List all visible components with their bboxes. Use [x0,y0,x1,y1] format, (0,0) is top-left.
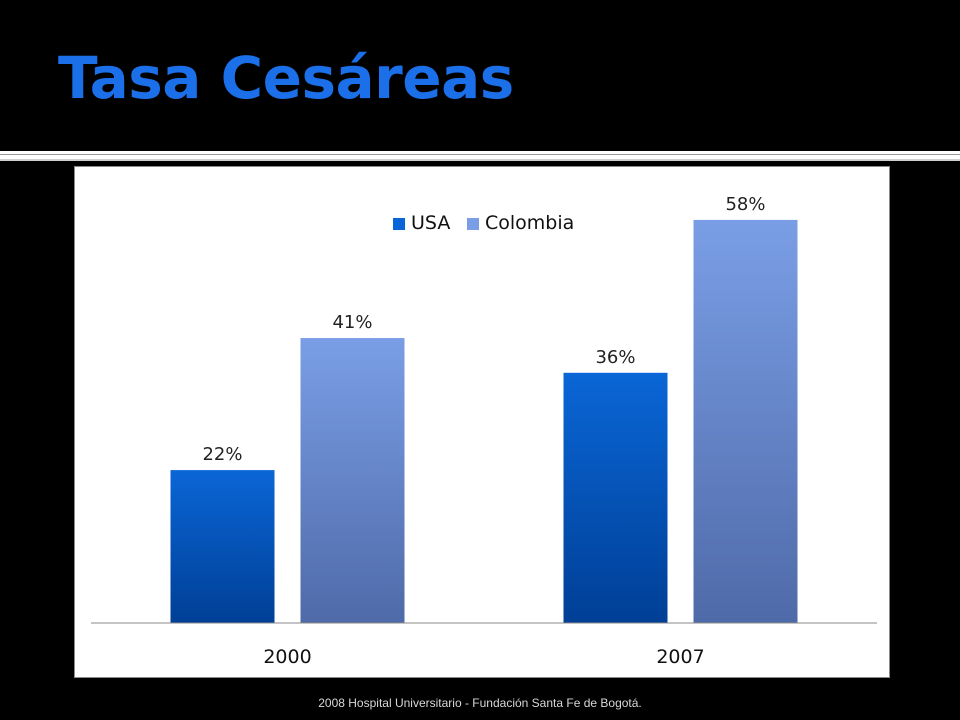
chart-legend: USA Colombia [393,212,574,234]
x-axis-tick-labels: 2000 2007 [263,646,704,668]
slide-footer: 2008 Hospital Universitario - Fundación … [318,696,642,710]
legend-swatch-colombia [467,218,479,230]
data-label-colombia-2000: 41% [332,312,372,333]
slide-title: Tasa Cesáreas [58,44,514,112]
bar-chart: USA Colombia 22% 41% 36% 58% 2000 2007 [91,194,877,668]
bar-usa-2000 [170,470,275,623]
title-divider-shadow [0,159,960,161]
legend-label-usa: USA [411,212,450,234]
chart-container: USA Colombia 22% 41% 36% 58% 2000 2007 [74,166,890,678]
data-label-usa-2000: 22% [202,444,242,465]
bar-usa-2007 [563,372,668,623]
x-tick-label-2000: 2000 [263,646,311,668]
data-label-colombia-2007: 58% [725,194,765,215]
chart-bars [170,219,798,623]
bar-colombia-2007 [693,219,798,623]
bar-colombia-2000 [300,338,405,623]
x-tick-label-2007: 2007 [656,646,704,668]
title-divider [0,151,960,159]
chart-data-labels: 22% 41% 36% 58% [202,194,765,465]
legend-swatch-usa [393,218,405,230]
data-label-usa-2007: 36% [595,347,635,368]
legend-label-colombia: Colombia [485,212,574,234]
